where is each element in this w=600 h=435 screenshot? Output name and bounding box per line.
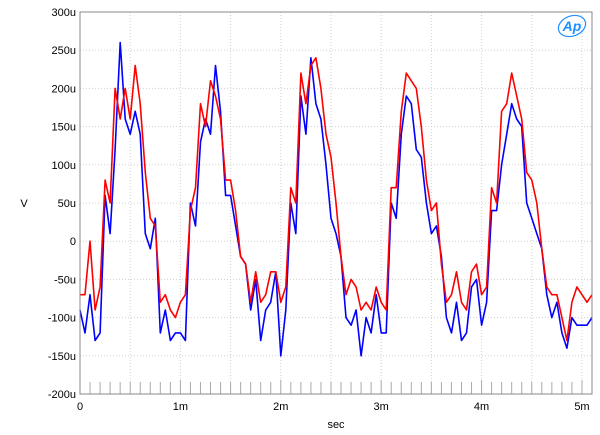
x-axis-label: sec xyxy=(327,419,345,431)
minor-ticks xyxy=(89,380,583,394)
y-tick-label: 100u xyxy=(52,160,76,172)
y-axis-label: V xyxy=(20,198,28,210)
y-tick-label: 250u xyxy=(52,45,76,57)
y-tick-label: -100u xyxy=(48,313,76,325)
plot-frame xyxy=(79,11,593,395)
series-line-blue xyxy=(79,41,593,357)
series-layer xyxy=(79,41,593,357)
x-tick-label: 1m xyxy=(173,401,188,413)
y-tick-labels: 300u 250u 200u 150u 100u 50u 0 -50u -100u -150u -2… xyxy=(48,7,76,401)
y-tick-label: -50u xyxy=(54,274,76,286)
x-tick-labels: 0 1m 2m 3m 4m 5m xyxy=(77,401,590,413)
x-tick-label: 2m xyxy=(273,401,288,413)
y-tick-label: -200u xyxy=(48,389,76,401)
y-tick-label: 50u xyxy=(58,198,76,210)
ap-logo-text: Ap xyxy=(562,18,582,34)
x-tick-label: 4m xyxy=(474,401,489,413)
y-tick-label: -150u xyxy=(48,351,76,363)
series-line-red xyxy=(80,56,593,342)
y-tick-label: 0 xyxy=(70,236,76,248)
y-tick-label: 300u xyxy=(52,7,76,19)
x-tick-label: 3m xyxy=(374,401,389,413)
x-tick-label: 5m xyxy=(574,401,589,413)
y-tick-label: 150u xyxy=(52,122,76,134)
x-tick-label: 0 xyxy=(77,401,83,413)
y-tick-label: 200u xyxy=(52,83,76,95)
grid xyxy=(80,12,592,394)
ap-logo-icon: Ap xyxy=(557,14,587,38)
